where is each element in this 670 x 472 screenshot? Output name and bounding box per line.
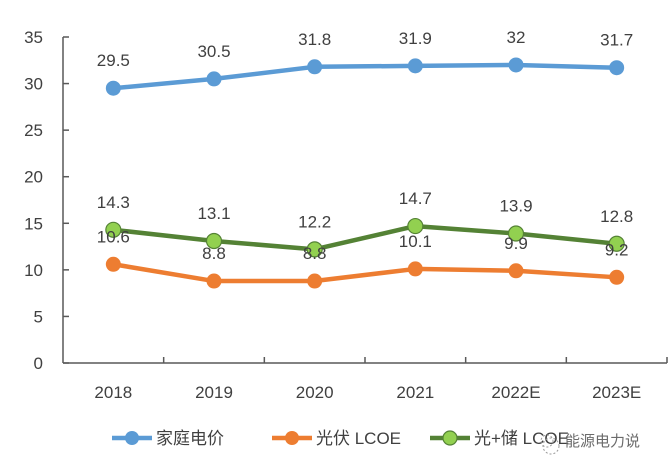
data-label: 13.1 [197,204,230,223]
legend-item: 光+储 LCOE [430,429,569,448]
data-point [105,256,121,272]
y-tick-label: 25 [24,121,43,140]
data-label: 30.5 [197,42,230,61]
data-point [508,57,524,73]
data-label: 9.2 [605,240,629,259]
legend-marker [442,430,458,446]
data-label: 12.2 [298,212,331,231]
data-point [508,263,524,279]
x-tick-label: 2023E [592,383,641,402]
data-label: 13.9 [499,197,532,216]
legend: 家庭电价 光伏 LCOE 光+储 LCOE [112,429,569,448]
data-point [307,273,323,289]
legend-label: 光伏 LCOE [316,429,401,448]
legend-label: 家庭电价 [156,429,224,448]
data-point [507,225,525,242]
legend-label: 光+储 LCOE [474,429,569,448]
watermark: 能源电力说 [540,433,640,455]
data-point [105,80,121,96]
data-label: 32 [507,28,526,47]
data-point [407,58,423,74]
y-tick-label: 5 [34,307,43,326]
data-point [105,221,122,238]
legend-marker [125,431,139,445]
data-label: 9.9 [504,234,528,253]
series-lines [105,57,625,289]
data-point [407,261,423,277]
x-tick-label: 2019 [195,383,233,402]
series-line [113,62,617,91]
y-tick-label: 10 [24,261,43,280]
data-point [307,59,323,75]
data-label: 31.8 [298,30,331,49]
data-label: 8.8 [202,244,226,263]
x-tick-label: 2018 [94,383,132,402]
x-tick-label: 2022E [491,383,540,402]
legend-item: 家庭电价 [112,429,224,448]
data-label: 12.8 [600,207,633,226]
x-tick-label: 2020 [296,383,334,402]
data-label: 29.5 [97,51,130,70]
data-point [609,269,625,285]
watermark-text: 能源电力说 [565,433,640,450]
data-point [205,232,223,250]
data-label: 31.9 [399,29,432,48]
y-tick-label: 15 [24,214,43,233]
data-label: 31.7 [600,31,633,50]
series-line [113,223,617,252]
data-label: 14.7 [399,189,432,208]
data-point [608,235,625,252]
series-0 [105,57,625,96]
data-label: 8.8 [303,244,327,263]
data-label: 14.3 [97,193,130,212]
x-tick-label: 2021 [396,383,434,402]
data-point [407,217,424,235]
y-tick-label: 35 [24,28,43,47]
y-tick-label: 30 [24,75,43,94]
data-label: 10.1 [399,232,432,251]
series-1 [105,256,625,289]
data-point [206,273,222,289]
data-labels: 29.5 30.5 31.8 31.9 32 31.7 10.6 8.8 8.8 10.1 9.9 9… [97,28,633,263]
y-tick-label: 0 [34,354,43,373]
axes: 0 5 10 15 20 25 30 35 2018 2019 2020 2021 2022E 2023E [24,28,668,402]
data-point [609,60,625,76]
data-point [306,241,323,258]
series-line [112,262,617,284]
legend-item: 光伏 LCOE [272,429,401,448]
y-tick-label: 20 [24,168,43,187]
data-point [206,71,222,87]
legend-marker [285,431,299,445]
wechat-icon [540,434,560,455]
data-label: 10.6 [97,227,130,246]
series-2 [105,217,625,258]
